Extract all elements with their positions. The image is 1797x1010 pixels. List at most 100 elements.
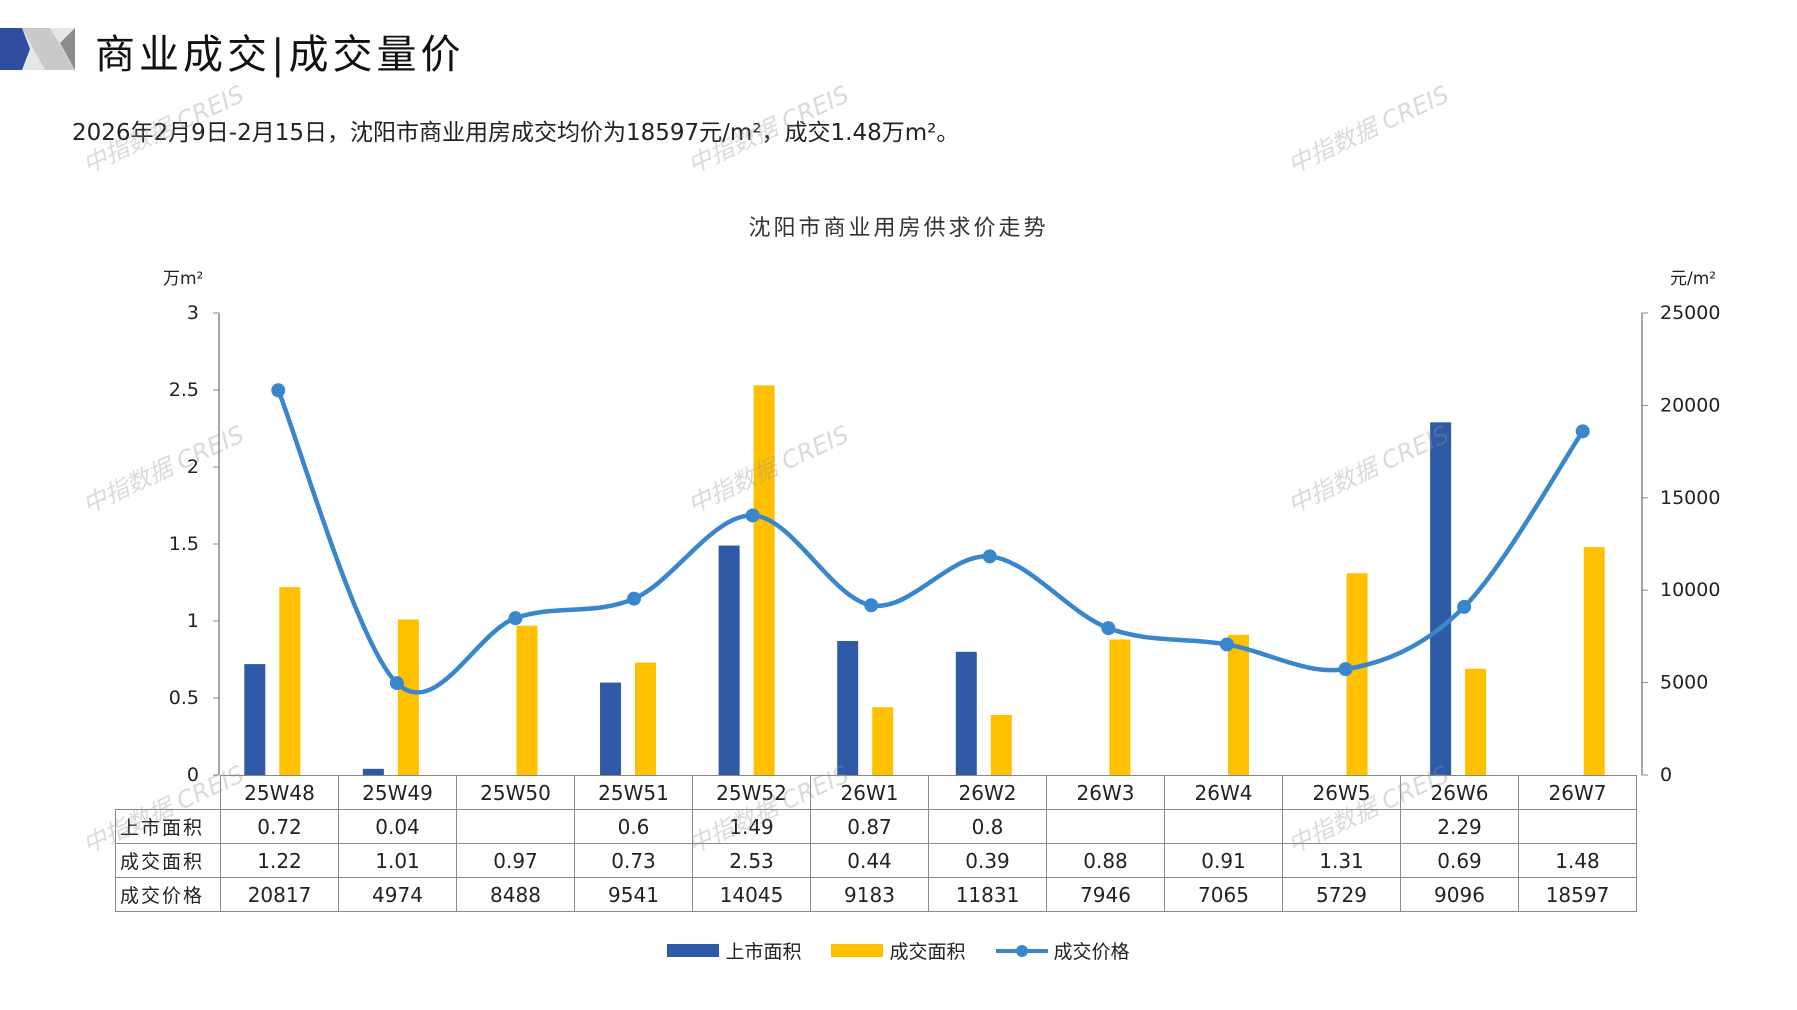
left-tick-label: 0.5 (169, 687, 199, 709)
data-label (1164, 809, 1283, 844)
data-label: 1.31 (1282, 843, 1401, 878)
table-row: 成交价格 20817 4974 8488 9541 14045 9183 11831 7946 7… (115, 877, 1637, 912)
bar-deal-area (397, 619, 419, 775)
legend-item: 成交面积 (831, 937, 966, 964)
right-axis-unit: 元/m² (1670, 269, 1717, 289)
chart-title: 沈阳市商业用房供求价走势 (748, 216, 1049, 241)
category-label: 26W2 (928, 775, 1047, 810)
data-label (456, 809, 575, 844)
bar-deal-area (1583, 547, 1605, 775)
left-tick-label: 1 (187, 610, 199, 632)
data-label: 2.29 (1400, 809, 1519, 844)
category-label: 25W50 (456, 775, 575, 810)
category-label: 25W49 (338, 775, 457, 810)
price-line (276, 389, 1585, 695)
data-label: 5729 (1282, 877, 1401, 912)
data-label: 18597 (1518, 877, 1637, 912)
data-label: 0.44 (810, 843, 929, 878)
data-table: 25W48 25W49 25W50 25W51 25W52 26W1 26W2 26W3 26W… (115, 775, 1637, 912)
price-point (1338, 662, 1353, 677)
data-label: 0.97 (456, 843, 575, 878)
data-label: 1.48 (1518, 843, 1637, 878)
bar-deal-area (990, 714, 1012, 775)
legend-label: 成交面积 (889, 941, 966, 963)
row-header: 成交面积 (115, 843, 221, 878)
table-row: 上市面积 0.72 0.04 0.6 1.49 0.87 0.8 2.29 (115, 809, 1637, 844)
category-label: 25W48 (220, 775, 339, 810)
bar-deal-area (753, 385, 775, 775)
category-label: 25W51 (574, 775, 693, 810)
bar-deal-area (872, 707, 894, 775)
category-label: 25W52 (692, 775, 811, 810)
table-header-row: 25W48 25W49 25W50 25W51 25W52 26W1 26W2 26W3 26W… (115, 775, 1637, 810)
left-axis-unit: 万m² (163, 269, 204, 289)
data-label: 1.49 (692, 809, 811, 844)
category-label: 26W4 (1164, 775, 1283, 810)
bar-deal-area (1346, 573, 1368, 775)
logo-icon (0, 28, 75, 70)
right-tick-label: 0 (1660, 764, 1672, 786)
bar-supply-area (600, 682, 622, 775)
data-label: 20817 (220, 877, 339, 912)
price-point (1457, 599, 1472, 614)
left-tick-label: 3 (187, 302, 199, 324)
row-header: 上市面积 (115, 809, 221, 844)
legend-swatch (995, 943, 1048, 959)
right-tick-label: 20000 (1660, 394, 1720, 416)
data-label: 0.6 (574, 809, 693, 844)
bar-supply-area (362, 768, 384, 775)
price-point (1101, 621, 1116, 636)
left-tick-label: 2.5 (169, 379, 199, 401)
data-label: 9183 (810, 877, 929, 912)
bar-supply-area (955, 651, 977, 775)
data-label: 14045 (692, 877, 811, 912)
data-label: 0.87 (810, 809, 929, 844)
bar-supply-area (1430, 422, 1452, 775)
price-point (389, 676, 404, 691)
data-label: 1.22 (220, 843, 339, 878)
data-label: 4974 (338, 877, 457, 912)
bar-supply-area (718, 545, 740, 775)
left-tick-label: 1.5 (169, 533, 199, 555)
legend-swatch (831, 944, 884, 957)
legend-label: 上市面积 (725, 941, 802, 963)
price-point (1219, 637, 1234, 652)
right-tick-label: 10000 (1660, 579, 1720, 601)
bar-supply-area (837, 641, 859, 775)
data-label: 0.69 (1400, 843, 1519, 878)
data-label: 0.39 (928, 843, 1047, 878)
chart-legend: 上市面积 成交面积 成交价格 (0, 937, 1797, 964)
left-tick-label: 2 (187, 456, 199, 478)
data-label (1046, 809, 1165, 844)
data-label: 1.01 (338, 843, 457, 878)
data-label: 0.91 (1164, 843, 1283, 878)
price-point (1575, 424, 1590, 439)
data-label: 7065 (1164, 877, 1283, 912)
category-label: 26W5 (1282, 775, 1401, 810)
data-label: 0.04 (338, 809, 457, 844)
price-point (745, 508, 760, 523)
bar-deal-area (516, 625, 538, 775)
right-tick-label: 5000 (1660, 672, 1708, 694)
price-point (864, 598, 879, 613)
category-label: 26W7 (1518, 775, 1637, 810)
bar-supply-area (244, 664, 266, 775)
data-label (1518, 809, 1637, 844)
price-point (982, 549, 997, 564)
bar-deal-area (635, 662, 657, 775)
category-label: 26W3 (1046, 775, 1165, 810)
bar-deal-area (279, 587, 301, 775)
page-title: 商业成交|成交量价 (95, 32, 465, 78)
data-label: 0.72 (220, 809, 339, 844)
right-tick-label: 25000 (1660, 302, 1720, 324)
summary-text: 2026年2月9日-2月15日，沈阳市商业用房成交均价为18597元/m²，成交… (72, 120, 960, 146)
data-label: 9541 (574, 877, 693, 912)
price-point (271, 383, 286, 398)
row-header: 成交价格 (115, 877, 221, 912)
table-row: 成交面积 1.22 1.01 0.97 0.73 2.53 0.44 0.39 0.88 0.91… (115, 843, 1637, 878)
price-point (627, 591, 642, 606)
data-label: 7946 (1046, 877, 1165, 912)
price-point (508, 611, 523, 626)
legend-label: 成交价格 (1053, 941, 1130, 963)
